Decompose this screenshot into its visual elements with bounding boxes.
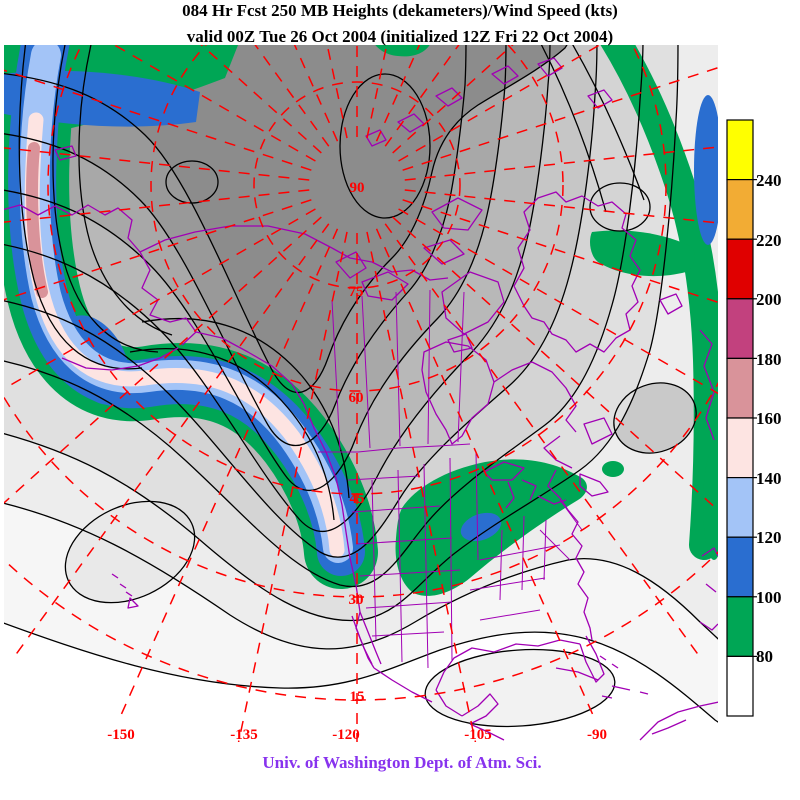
graticule-lines bbox=[4, 45, 718, 742]
colorbar-segment bbox=[726, 417, 754, 479]
colorbar-tick: 220 bbox=[756, 231, 782, 250]
colorbar-tick: 200 bbox=[756, 290, 782, 309]
lat-label-75: 75 bbox=[349, 284, 364, 300]
map-subtitle: valid 00Z Tue 26 Oct 2004 (initialized 1… bbox=[187, 27, 613, 46]
colorbar-tick: 80 bbox=[756, 647, 773, 666]
height-contour-lines bbox=[4, 45, 718, 734]
colorbar-segment bbox=[726, 477, 754, 538]
lon-label-90: -90 bbox=[587, 727, 607, 743]
map-canvas: 90 75 60 45 30 15 -150 -135 -120 -105 -9… bbox=[4, 45, 718, 743]
colorbar-segment bbox=[726, 238, 754, 300]
graticule-labels: 90 75 60 45 30 15 -150 -135 -120 -105 -9… bbox=[107, 180, 607, 743]
colorbar-segment bbox=[726, 298, 754, 359]
lon-label-150: -150 bbox=[107, 727, 135, 743]
colorbar-tick: 180 bbox=[756, 350, 782, 369]
colorbar-segment bbox=[726, 357, 754, 419]
credit-line: Univ. of Washington Dept. of Atm. Sci. bbox=[262, 753, 541, 772]
colorbar-segment bbox=[726, 596, 754, 657]
colorbar-tick: 240 bbox=[756, 171, 782, 190]
colorbar-segment bbox=[726, 655, 754, 717]
coastlines-and-borders bbox=[4, 57, 718, 741]
lon-label-105: -105 bbox=[464, 727, 492, 743]
colorbar-segment bbox=[726, 179, 754, 240]
colorbar-tick: 100 bbox=[756, 588, 782, 607]
colorbar-tick: 140 bbox=[756, 469, 782, 488]
colorbar-tick: 160 bbox=[756, 409, 782, 428]
colorbar: 240 220 200 180 160 140 120 100 80 bbox=[726, 119, 782, 717]
colorbar-segment bbox=[726, 119, 754, 181]
lon-label-135: -135 bbox=[230, 727, 258, 743]
colorbar-tick-labels: 240 220 200 180 160 140 120 100 80 bbox=[756, 171, 782, 666]
lat-label-30: 30 bbox=[349, 592, 364, 608]
lon-label-120: -120 bbox=[332, 727, 360, 743]
lat-label-45: 45 bbox=[350, 491, 365, 507]
lat-label-15: 15 bbox=[350, 689, 365, 705]
map-title: 084 Hr Fcst 250 MB Heights (dekameters)/… bbox=[182, 1, 618, 20]
colorbar-tick: 120 bbox=[756, 528, 782, 547]
lat-label-60: 60 bbox=[349, 390, 364, 406]
lat-label-90: 90 bbox=[350, 180, 365, 196]
colorbar-segment bbox=[726, 536, 754, 598]
